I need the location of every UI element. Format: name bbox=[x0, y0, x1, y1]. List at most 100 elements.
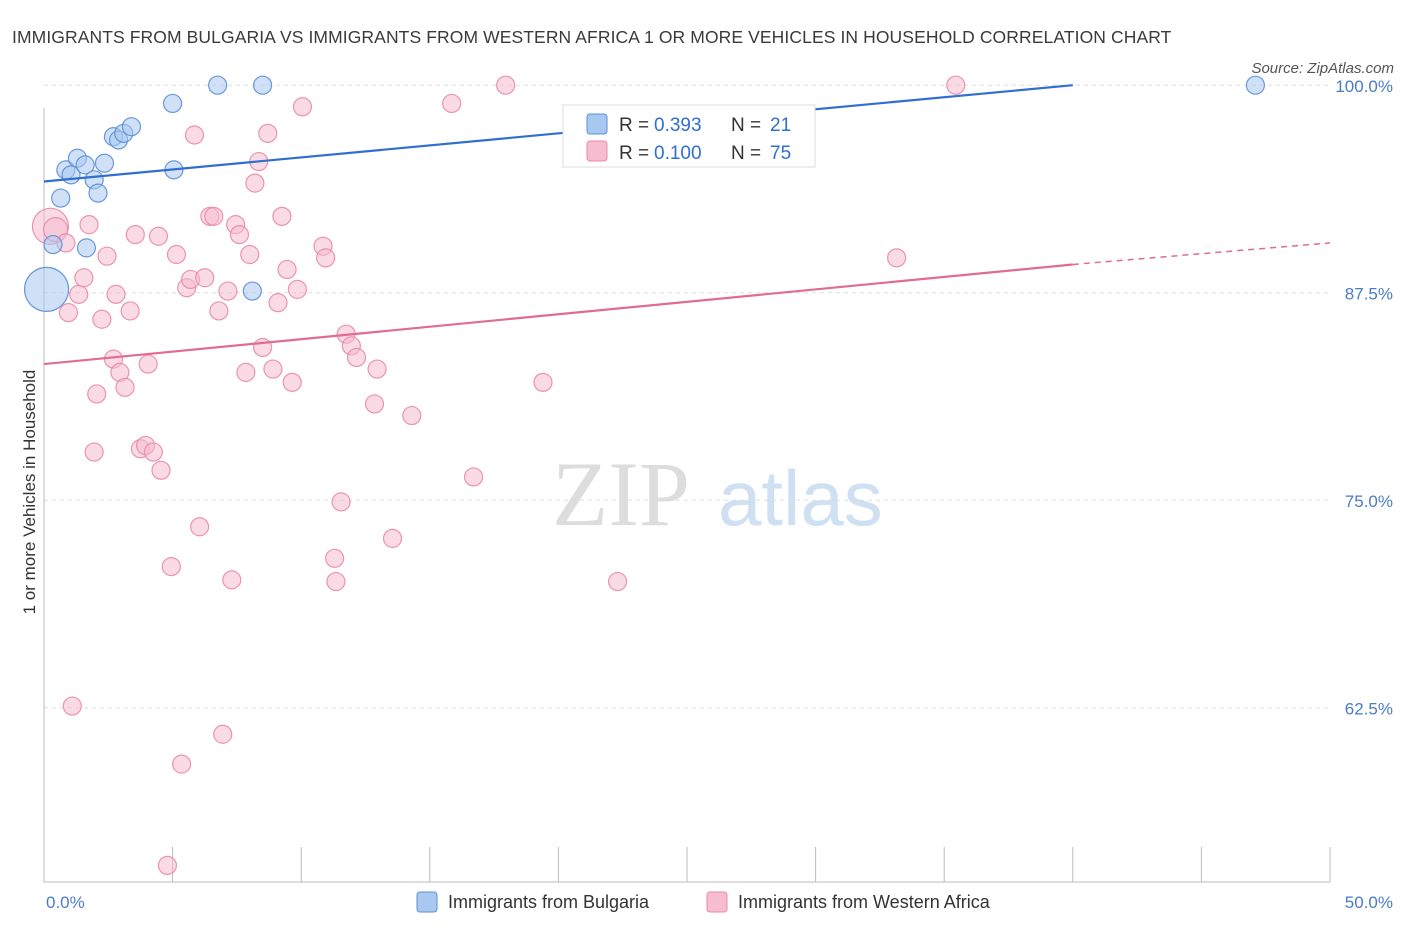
x-tick-label-max: 50.0% bbox=[1345, 893, 1393, 912]
bottom-legend-label-bulgaria: Immigrants from Bulgaria bbox=[448, 892, 650, 912]
trend-line-bulgaria bbox=[43, 84, 1073, 183]
point-western-africa bbox=[268, 293, 288, 313]
point-western-africa bbox=[326, 571, 346, 592]
x-tick-labels: 0.0% 50.0% bbox=[46, 893, 1393, 912]
chart-title: IMMIGRANTS FROM BULGARIA VS IMMIGRANTS F… bbox=[12, 27, 1172, 47]
point-western-africa bbox=[143, 442, 163, 462]
source-credit: Source: ZipAtlas.com bbox=[1251, 60, 1394, 77]
point-western-africa bbox=[292, 97, 313, 117]
point-western-africa bbox=[253, 337, 273, 358]
point-western-africa bbox=[184, 125, 205, 145]
y-tick-labels: 62.5% 75.0% 87.5% 100.0% bbox=[1335, 77, 1393, 719]
point-western-africa bbox=[161, 556, 181, 577]
point-western-africa bbox=[887, 248, 907, 268]
y-axis-title: 1 or more Vehicles in Household bbox=[20, 370, 39, 615]
bottom-legend-swatch-western-africa bbox=[706, 891, 728, 913]
point-western-africa bbox=[97, 246, 117, 266]
point-western-africa bbox=[533, 372, 553, 392]
point-western-africa bbox=[229, 225, 250, 245]
point-bulgaria bbox=[51, 188, 71, 208]
point-western-africa bbox=[151, 460, 171, 480]
point-western-africa bbox=[69, 284, 89, 304]
point-western-africa bbox=[287, 279, 307, 299]
point-western-africa bbox=[125, 225, 145, 245]
point-western-africa bbox=[272, 206, 292, 226]
point-bulgaria bbox=[242, 281, 262, 301]
point-western-africa bbox=[195, 268, 215, 288]
watermark-atlas: atlas bbox=[718, 454, 883, 542]
point-bulgaria bbox=[88, 183, 108, 203]
point-western-africa bbox=[74, 268, 94, 288]
bottom-legend-swatch-bulgaria bbox=[416, 891, 438, 913]
point-western-africa bbox=[236, 362, 256, 382]
gridlines bbox=[44, 84, 1330, 709]
point-western-africa bbox=[325, 548, 345, 568]
point-western-africa bbox=[282, 372, 302, 392]
point-western-africa bbox=[84, 442, 104, 462]
legend-n-value-1: 21 bbox=[770, 115, 791, 136]
point-western-africa bbox=[92, 309, 112, 329]
point-bulgaria bbox=[75, 155, 95, 175]
point-western-africa bbox=[190, 517, 210, 537]
point-western-africa bbox=[204, 206, 224, 226]
point-bulgaria bbox=[253, 75, 273, 95]
point-bulgaria bbox=[76, 238, 97, 258]
y-tick-label: 75.0% bbox=[1345, 492, 1393, 511]
bottom-legend-label-western-africa: Immigrants from Western Africa bbox=[738, 892, 991, 912]
legend-n-value-2: 75 bbox=[770, 143, 791, 164]
y-tick-label: 87.5% bbox=[1345, 285, 1393, 304]
point-western-africa bbox=[496, 75, 516, 95]
legend-r-value-2: 0.100 bbox=[654, 143, 702, 164]
point-western-africa bbox=[58, 303, 79, 323]
point-western-africa bbox=[138, 354, 158, 374]
point-bulgaria bbox=[23, 266, 70, 312]
point-bulgaria bbox=[208, 75, 228, 95]
point-western-africa bbox=[258, 123, 278, 143]
points-western-africa bbox=[31, 75, 966, 876]
point-western-africa bbox=[62, 696, 82, 716]
point-western-africa bbox=[157, 855, 178, 876]
legend-swatch-western-africa bbox=[586, 140, 608, 162]
trend-line-western-africa bbox=[43, 263, 1073, 366]
point-western-africa bbox=[172, 754, 192, 774]
point-western-africa bbox=[331, 492, 351, 512]
trend-line-western-africa-extension bbox=[1072, 242, 1331, 266]
axes bbox=[43, 108, 1331, 883]
legend-swatch-bulgaria bbox=[586, 113, 608, 135]
point-western-africa bbox=[367, 359, 387, 379]
point-western-africa bbox=[148, 226, 169, 246]
point-western-africa bbox=[115, 377, 135, 397]
point-western-africa bbox=[222, 570, 242, 590]
point-western-africa bbox=[209, 301, 229, 321]
point-western-africa bbox=[240, 244, 260, 265]
watermark-zip: ZIP bbox=[552, 443, 690, 545]
point-western-africa bbox=[218, 281, 238, 301]
point-western-africa bbox=[463, 467, 484, 487]
point-western-africa bbox=[364, 394, 385, 414]
point-western-africa bbox=[346, 347, 367, 368]
point-bulgaria bbox=[121, 117, 142, 137]
point-western-africa bbox=[382, 528, 403, 548]
legend-r-value-1: 0.393 bbox=[654, 115, 702, 136]
point-western-africa bbox=[166, 244, 187, 265]
bottom-legend: Immigrants from Bulgaria Immigrants from… bbox=[416, 891, 991, 913]
point-western-africa bbox=[316, 248, 336, 268]
x-tick-label-min: 0.0% bbox=[46, 893, 85, 912]
point-western-africa bbox=[277, 259, 297, 280]
point-western-africa bbox=[263, 359, 283, 379]
y-tick-label: 100.0% bbox=[1335, 77, 1393, 96]
legend-n-label-2: N = bbox=[731, 143, 761, 164]
point-western-africa bbox=[402, 405, 422, 426]
point-western-africa bbox=[106, 284, 126, 304]
y-tick-label: 62.5% bbox=[1345, 700, 1393, 719]
point-western-africa bbox=[245, 173, 265, 193]
point-western-africa bbox=[79, 215, 99, 235]
point-western-africa bbox=[442, 93, 462, 114]
point-western-africa bbox=[87, 384, 107, 404]
point-bulgaria bbox=[1245, 75, 1266, 95]
point-bulgaria bbox=[43, 234, 63, 255]
point-bulgaria bbox=[163, 93, 183, 114]
point-western-africa bbox=[607, 571, 628, 592]
trend-lines bbox=[43, 84, 1331, 366]
